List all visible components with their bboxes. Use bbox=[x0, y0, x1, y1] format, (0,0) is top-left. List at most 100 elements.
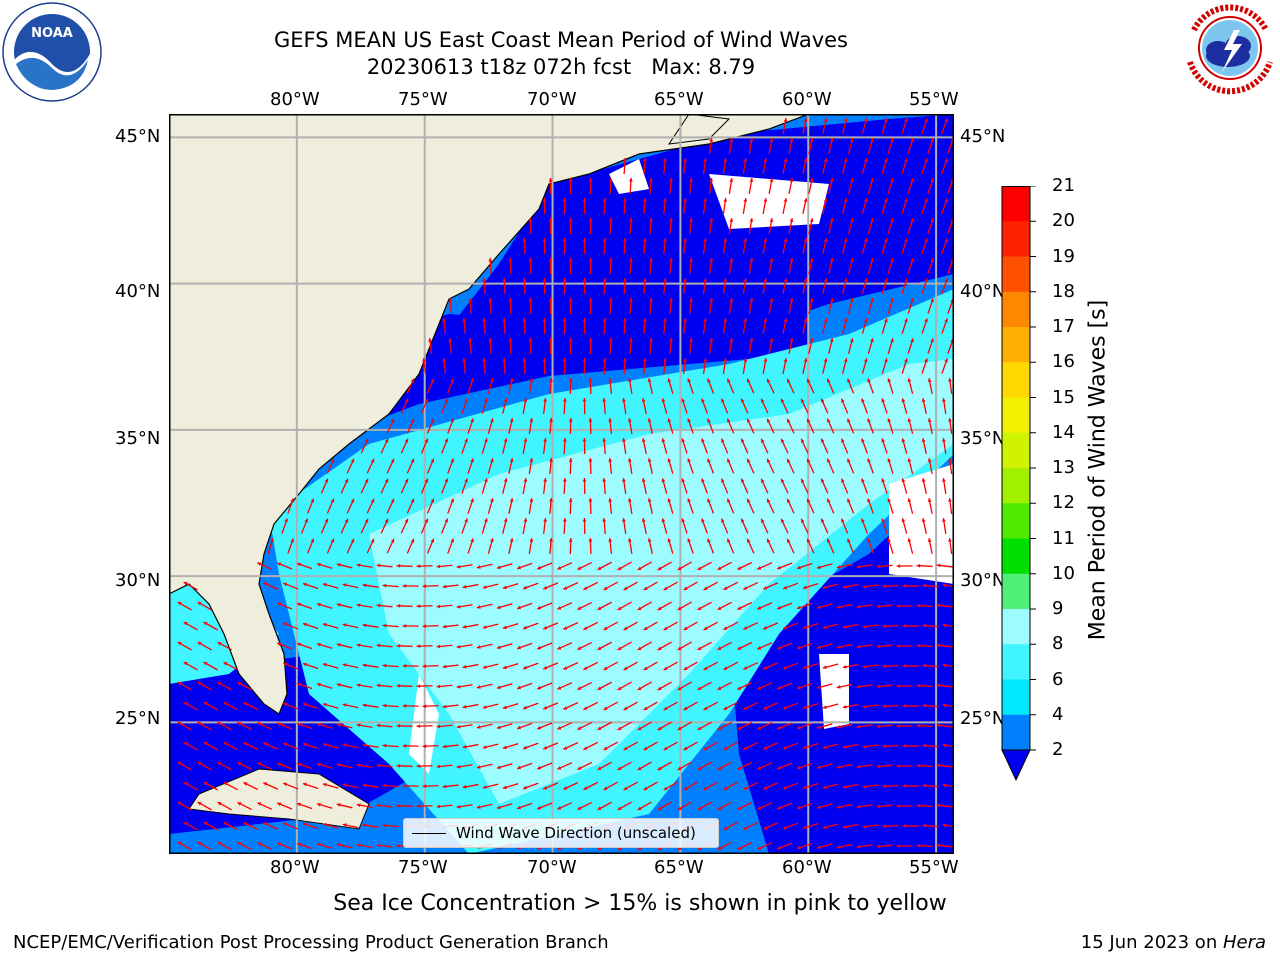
wind-wave-arrow bbox=[582, 397, 587, 415]
wind-wave-arrow bbox=[447, 498, 455, 514]
wind-wave-arrow bbox=[683, 157, 687, 175]
wind-wave-arrow bbox=[828, 138, 834, 154]
wind-wave-arrow bbox=[782, 318, 788, 334]
wind-wave-arrow bbox=[623, 701, 638, 711]
map-panel[interactable]: Wind Wave Direction (unscaled) bbox=[169, 114, 954, 854]
wind-wave-arrow bbox=[342, 623, 359, 629]
wind-wave-arrow bbox=[336, 643, 353, 649]
wind-wave-arrow bbox=[921, 398, 927, 414]
wind-wave-arrow bbox=[380, 518, 389, 534]
wind-wave-arrow bbox=[322, 622, 339, 629]
wind-wave-arrow bbox=[887, 458, 894, 474]
wind-wave-arrow bbox=[826, 498, 835, 514]
wind-wave-arrow bbox=[881, 478, 888, 494]
wind-wave-arrow bbox=[542, 662, 559, 670]
wind-wave-arrow bbox=[588, 457, 593, 475]
wind-wave-arrow bbox=[617, 801, 632, 811]
wind-wave-arrow bbox=[847, 538, 855, 554]
wind-wave-arrow bbox=[577, 561, 593, 571]
wind-wave-arrow bbox=[726, 538, 735, 554]
wind-wave-arrow bbox=[528, 217, 533, 235]
wind-wave-arrow bbox=[482, 703, 499, 709]
wind-wave-arrow bbox=[436, 604, 453, 609]
wind-wave-arrow bbox=[663, 237, 667, 255]
wind-wave-arrow bbox=[907, 378, 914, 394]
wind-wave-arrow bbox=[683, 661, 698, 671]
wind-wave-arrow bbox=[197, 681, 212, 691]
wind-wave-arrow bbox=[426, 418, 435, 434]
wind-wave-arrow bbox=[802, 278, 808, 294]
wind-wave-arrow bbox=[687, 418, 694, 434]
wind-wave-arrow bbox=[808, 178, 814, 194]
wind-wave-arrow bbox=[320, 518, 329, 534]
wind-wave-arrow bbox=[707, 498, 715, 514]
wind-wave-arrow bbox=[508, 498, 514, 514]
wind-wave-arrow bbox=[762, 158, 768, 174]
wind-wave-arrow bbox=[467, 458, 474, 474]
wind-wave-arrow bbox=[822, 158, 828, 174]
wind-wave-arrow bbox=[177, 721, 192, 731]
wind-wave-arrow bbox=[922, 703, 939, 708]
chart-title: GEFS MEAN US East Coast Mean Period of W… bbox=[274, 28, 848, 52]
wind-wave-arrow bbox=[603, 621, 618, 631]
lat-label-right: 25°N bbox=[960, 708, 1006, 729]
wind-wave-arrow bbox=[802, 662, 819, 670]
wind-wave-arrow bbox=[263, 742, 279, 750]
wind-wave-arrow bbox=[948, 377, 953, 395]
wind-wave-arrow bbox=[416, 764, 433, 769]
wind-wave-arrow bbox=[643, 621, 658, 631]
wind-wave-arrow bbox=[816, 803, 833, 810]
wind-wave-arrow bbox=[862, 664, 879, 669]
wind-wave-arrow bbox=[597, 561, 612, 571]
wind-wave-arrow bbox=[822, 278, 828, 294]
wind-wave-arrow bbox=[557, 682, 573, 690]
wind-wave-arrow bbox=[400, 478, 409, 494]
wind-wave-arrow bbox=[861, 478, 869, 494]
wind-wave-arrow bbox=[689, 257, 694, 275]
wind-wave-arrow bbox=[896, 764, 913, 768]
wind-wave-arrow bbox=[901, 478, 908, 494]
lon-label-top: 65°W bbox=[654, 89, 704, 110]
wind-wave-arrow bbox=[796, 682, 813, 690]
wind-wave-arrow bbox=[336, 683, 353, 689]
wind-wave-arrow bbox=[420, 518, 429, 534]
wind-wave-arrow bbox=[542, 317, 547, 335]
wind-wave-arrow bbox=[776, 562, 793, 570]
wind-wave-arrow bbox=[828, 298, 834, 314]
wind-wave-arrow bbox=[568, 217, 573, 235]
wind-wave-arrow bbox=[702, 357, 708, 375]
wind-wave-arrow bbox=[396, 683, 413, 688]
wind-wave-arrow bbox=[766, 538, 775, 554]
wind-wave-arrow bbox=[197, 641, 212, 651]
wind-wave-arrow bbox=[217, 721, 232, 731]
wind-wave-arrow bbox=[768, 298, 774, 314]
wind-wave-arrow bbox=[346, 498, 355, 514]
wind-wave-arrow bbox=[476, 803, 493, 809]
wind-wave-arrow bbox=[768, 338, 774, 354]
wind-wave-arrow bbox=[456, 684, 473, 689]
wind-wave-arrow bbox=[562, 277, 567, 295]
wind-wave-arrow bbox=[422, 744, 439, 749]
wind-wave-arrow bbox=[356, 763, 373, 768]
wind-wave-arrow bbox=[836, 683, 853, 689]
wind-wave-arrow bbox=[588, 257, 593, 275]
wind-wave-arrow bbox=[426, 538, 435, 554]
wind-wave-arrow bbox=[677, 721, 692, 731]
wind-wave-arrow bbox=[647, 538, 654, 554]
wind-wave-arrow bbox=[820, 518, 829, 534]
wind-wave-arrow bbox=[840, 438, 849, 454]
wind-wave-arrow bbox=[677, 561, 692, 571]
wind-wave-arrow bbox=[707, 538, 715, 554]
wind-wave-arrow bbox=[502, 743, 519, 750]
wind-wave-arrow bbox=[396, 603, 413, 608]
wind-wave-arrow bbox=[816, 563, 833, 570]
wind-wave-arrow bbox=[386, 538, 395, 554]
wind-wave-arrow bbox=[847, 458, 855, 474]
wind-wave-arrow bbox=[508, 337, 513, 355]
wind-wave-arrow bbox=[881, 318, 888, 334]
wind-wave-arrow bbox=[342, 583, 359, 589]
wind-wave-arrow bbox=[637, 601, 652, 611]
wind-wave-arrow bbox=[562, 197, 567, 215]
wind-wave-arrow bbox=[456, 644, 473, 649]
wind-wave-arrow bbox=[582, 237, 587, 255]
